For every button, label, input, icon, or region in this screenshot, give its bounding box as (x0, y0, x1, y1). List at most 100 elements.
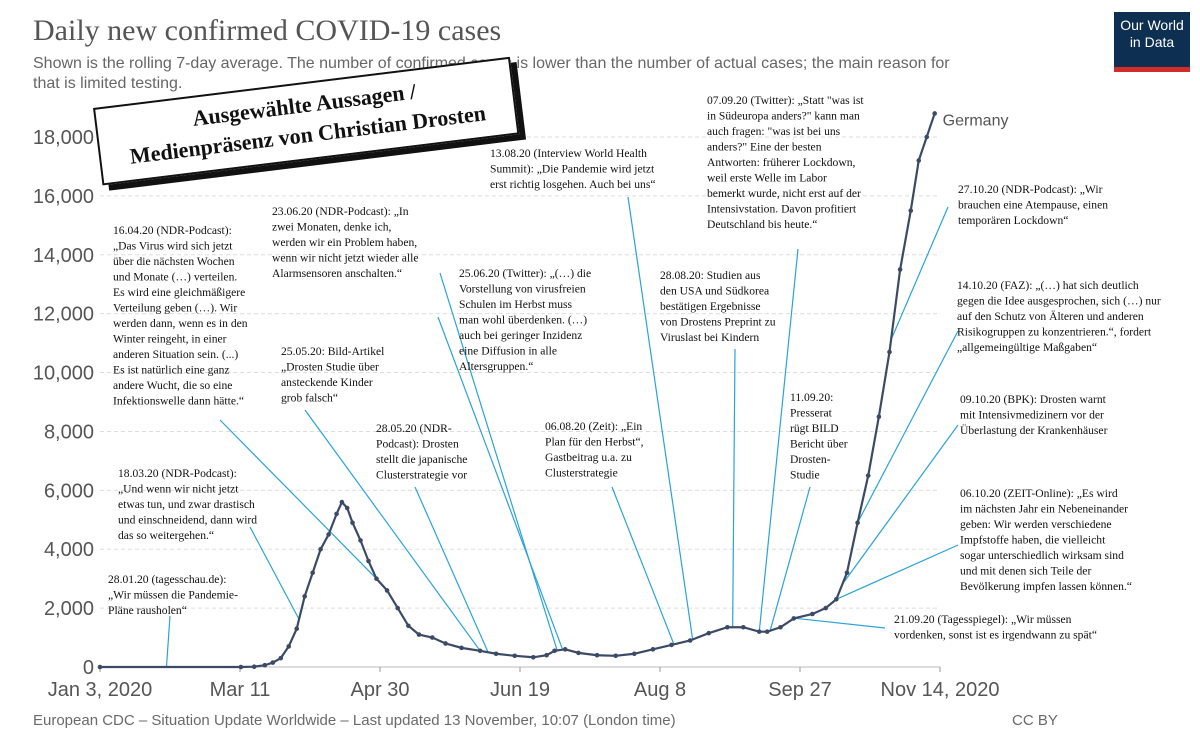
data-point (613, 653, 618, 659)
annotation-text: 23.06.20 (NDR-Podcast): „In zwei Monaten,… (272, 205, 418, 280)
annotation-line: Risikogruppen zu konzentrieren.“, forder… (957, 326, 1152, 339)
data-point (384, 588, 390, 593)
annotation-line: wenn wir nicht jetzt wieder alle (272, 252, 418, 265)
annotation-text: 28.05.20 (NDR- Podcast): Drosten stellt di… (376, 422, 467, 482)
annotation-text: 25.05.20: Bild-Artikel „Drosten Studie üb… (281, 345, 384, 405)
annotation-leader-line (437, 316, 564, 650)
x-tick-label: Mar 11 (210, 679, 271, 701)
annotation-leader-line (843, 424, 959, 582)
data-point (594, 652, 600, 658)
annotation-text: 11.09.20: Presserat rügt BILD Bericht über D… (790, 391, 848, 482)
x-tick-label: Nov 14, 2020 (881, 679, 1000, 701)
annotation-line: andere Wucht, die so eine (113, 379, 232, 392)
annotation-text: 14.10.20 (FAZ): „(…) hat sich deutlich ge… (957, 279, 1161, 354)
annotation-text: 09.10.20 (BPK): Drosten warnt mit Intensi… (960, 393, 1108, 437)
annotation-line: Überlastung der Krankenhäuser (960, 423, 1108, 437)
data-point (286, 644, 292, 649)
data-point (416, 632, 422, 637)
license-link[interactable]: CC BY (1012, 712, 1058, 729)
annotation-line: 11.09.20: (790, 391, 833, 404)
data-point (477, 648, 483, 654)
annotation-line: Viruslast bei Kindern (660, 331, 759, 344)
data-point (562, 647, 568, 652)
series-line-germany (100, 113, 936, 669)
data-point (725, 624, 730, 630)
annotation-leader-line (165, 615, 171, 668)
data-point (855, 520, 860, 526)
annotation-line: werden wir ein Problem haben, (272, 236, 417, 249)
annotation-leader-line (769, 486, 811, 632)
annotation-line: Verteilung geben (…). Wir (113, 302, 237, 315)
annotation-line: 06.10.20 (ZEIT-Online): „Es wird (960, 487, 1118, 500)
annotation-line: erst richtig losgehen. Auch bei uns“ (490, 178, 656, 191)
annotation-line: „Und wenn wir nicht jetzt (118, 483, 239, 496)
annotation-line: etwas tun, und zwar drastisch (118, 498, 255, 511)
data-point (339, 499, 345, 505)
y-tick-label: 14,000 (33, 245, 94, 267)
owid-logo[interactable]: Our World in Data (1114, 12, 1190, 72)
series-label-germany: Germany (943, 112, 1009, 129)
data-point (916, 158, 922, 163)
annotation-line: zwei Monaten, denke ich, (272, 221, 392, 234)
annotation-line: und einschneidend, dann wird (118, 514, 257, 527)
logo-line-1: Our World (1120, 17, 1184, 33)
annotation-line: Pläne rausholen“ (108, 604, 187, 617)
x-tick-label: Jun 19 (490, 679, 550, 701)
annotation-line: man wohl überdenken. (…) (459, 314, 587, 327)
data-point (302, 594, 307, 599)
annotation-leader-line (439, 272, 558, 651)
annotation-line: 07.09.20 (Twitter): „Statt "was ist (707, 94, 864, 107)
data-point (887, 349, 892, 355)
data-point (344, 505, 350, 511)
data-point (687, 638, 693, 643)
annotation-line: anderen Situation sein. (...) (113, 348, 238, 361)
data-point (318, 546, 323, 552)
data-point (251, 664, 257, 670)
data-point (443, 641, 448, 646)
data-point (823, 605, 828, 611)
annotation-line: Es ist natürlich eine ganz (113, 364, 230, 377)
data-point (810, 611, 815, 617)
annotation-line: 16.04.20 (NDR-Podcast): (113, 224, 232, 237)
data-point (650, 647, 656, 652)
annotation-line: das so weitergehen.“ (118, 529, 214, 542)
annotation-line: 18.03.20 (NDR-Podcast): (118, 467, 237, 480)
data-point (374, 576, 379, 581)
annotation-line: Intensivstation. Davon profitiert (707, 203, 857, 216)
annotation-line: bemerkt wurde, nicht erst auf der (707, 187, 861, 200)
annotation-line: Presserat (790, 407, 833, 420)
data-point (270, 660, 276, 665)
y-tick-label: 12,000 (33, 304, 94, 326)
data-point (834, 596, 839, 602)
annotation-line: ansteckende Kinder (281, 376, 373, 389)
annotation-line: Impfstoffe haben, die vielleicht (960, 534, 1106, 547)
annotation-line: Podcast): Drosten (376, 438, 459, 451)
y-tick-label: 2,000 (44, 598, 94, 620)
annotation-line: weil erste Welle im Labor (707, 172, 827, 185)
annotation-line: über die nächsten Wochen (113, 255, 235, 268)
data-point (429, 635, 435, 640)
annotation-text: 27.10.20 (NDR-Podcast): „Wir brauchen ein… (958, 183, 1108, 227)
annotation-line: auch bei geringer Inzidenz (459, 329, 582, 342)
data-point (865, 473, 871, 478)
data-point (97, 664, 103, 670)
annotation-line: und mit denen sich Teile der (960, 565, 1091, 578)
data-point (310, 570, 315, 576)
annotation-line: und Monate (…) verteilen. (113, 271, 237, 284)
annotation-leader-line (219, 419, 377, 580)
annotation-line: 14.10.20 (FAZ): „(…) hat sich deutlich (957, 279, 1139, 292)
annotation-line: „Wir müssen die Pandemie- (108, 589, 238, 602)
annotation-line: Summit): „Die Pandemie wird jetzt (490, 163, 655, 176)
annotation-line: 27.10.20 (NDR-Podcast): „Wir (958, 183, 1103, 196)
annotation-line: in Südeuropa anders?" kann man (707, 110, 860, 123)
data-point (366, 558, 371, 564)
data-point (262, 662, 268, 668)
annotation-line: 21.09.20 (Tagesspiegel): „Wir müssen (894, 613, 1072, 626)
annotation-text: 18.03.20 (NDR-Podcast): „Und wenn wir nic… (118, 467, 257, 542)
annotation-line: Antworten: früherer Lockdown, (707, 156, 856, 169)
annotation-line: „Drosten Studie über (281, 361, 379, 374)
annotation-line: bestätigen Ergebnisse (660, 300, 761, 313)
annotation-line: 25.06.20 (Twitter): „(…) die (459, 267, 591, 280)
annotation-line: Vorstellung von virusfreien (459, 283, 586, 296)
